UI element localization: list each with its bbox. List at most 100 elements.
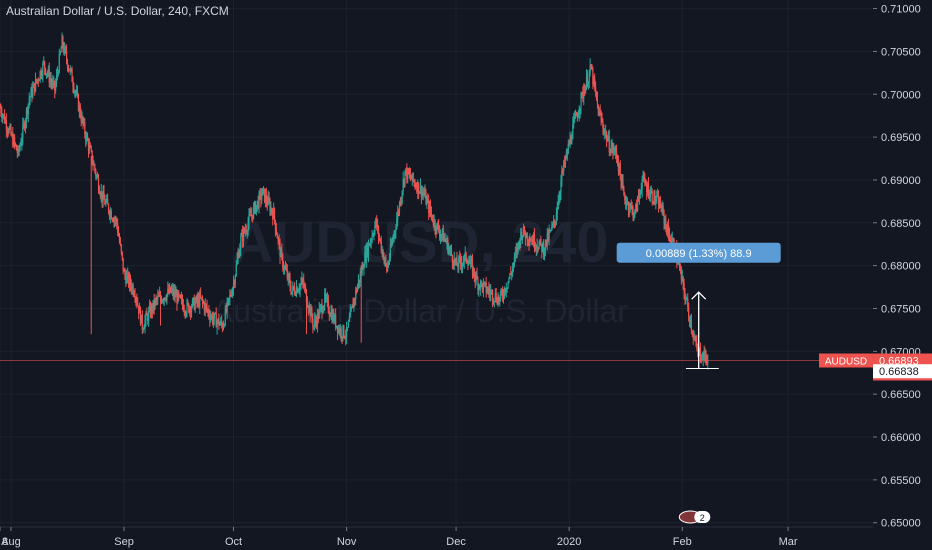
candle-body xyxy=(656,196,658,201)
candle-body xyxy=(273,208,275,220)
candle-body xyxy=(646,185,648,193)
candle-body xyxy=(470,259,473,262)
candle-body xyxy=(138,307,141,314)
candle-body xyxy=(139,307,142,324)
candle-body xyxy=(636,196,639,211)
candle-body xyxy=(24,123,26,129)
candle-body xyxy=(692,333,694,338)
candle-body xyxy=(589,64,591,73)
candle-body xyxy=(256,200,258,206)
candle-body xyxy=(13,137,15,146)
candle-body xyxy=(144,319,146,328)
candle-body xyxy=(684,292,686,301)
watermark-symbol: AUDUSD, 240 xyxy=(231,210,608,275)
candle-body xyxy=(424,191,426,196)
candle-body xyxy=(670,240,672,243)
candle-body xyxy=(546,233,548,245)
candle-body xyxy=(617,162,620,171)
candle-body xyxy=(113,219,115,222)
candle-body xyxy=(185,313,187,315)
price-axis[interactable]: 0.71000 0.70500 0.70000 0.69500 0.69000 0.685… xyxy=(819,0,932,550)
candle-body xyxy=(380,240,382,252)
candle-body xyxy=(14,143,17,146)
candle-body xyxy=(463,255,465,262)
candle-body xyxy=(529,240,531,244)
candle-body xyxy=(28,99,30,104)
candle-body xyxy=(460,257,462,263)
candle-body xyxy=(439,234,442,237)
candle-body xyxy=(317,312,319,319)
candle-body xyxy=(304,286,306,288)
candle-body xyxy=(466,261,468,263)
candle-body xyxy=(313,325,315,327)
price-tick-label: 0.71000 xyxy=(881,4,921,16)
events-count-badge[interactable] xyxy=(694,511,711,523)
candle-body xyxy=(644,178,646,184)
candle-body xyxy=(530,240,532,242)
candle-body xyxy=(159,294,161,297)
candle-body xyxy=(302,278,304,281)
candle-body xyxy=(460,262,463,267)
candle-body xyxy=(564,161,566,164)
candle-body xyxy=(12,134,14,146)
candle-body xyxy=(203,303,205,311)
candle-body xyxy=(554,221,557,223)
candle-body xyxy=(481,281,483,284)
candle-body xyxy=(23,123,25,125)
candle-body xyxy=(574,117,576,120)
candle-body xyxy=(175,293,177,298)
candle-body xyxy=(645,183,647,186)
candle-body xyxy=(228,298,230,300)
candle-body xyxy=(411,173,413,180)
candle-body xyxy=(206,305,208,310)
candle-body xyxy=(58,53,60,73)
measure-label-box[interactable] xyxy=(616,242,781,263)
candle-body xyxy=(516,248,518,252)
candle-body xyxy=(171,288,173,290)
candle-body xyxy=(106,198,108,202)
candle-body xyxy=(180,297,183,299)
candle-body xyxy=(178,292,180,296)
candle-body xyxy=(701,359,703,361)
candle-body xyxy=(462,261,464,264)
candle-body xyxy=(278,238,280,243)
candle-body xyxy=(704,350,706,361)
candle-body xyxy=(624,194,626,201)
candle-body xyxy=(454,258,456,263)
candle-body xyxy=(473,268,475,277)
candle-body xyxy=(345,336,347,338)
candle-body xyxy=(329,314,331,317)
candle-body xyxy=(219,323,221,326)
candle-body xyxy=(681,276,683,280)
candle-body xyxy=(618,163,620,171)
candle-body xyxy=(120,244,122,252)
candle-body xyxy=(603,127,605,134)
candle-body xyxy=(643,174,645,179)
candle-body xyxy=(578,112,580,114)
candle-body xyxy=(659,200,661,208)
candle-body xyxy=(418,191,421,194)
candle-body xyxy=(508,278,510,282)
candle-body xyxy=(339,328,341,334)
candle-body xyxy=(486,291,488,293)
candle-body xyxy=(602,121,604,128)
candle-body xyxy=(315,321,318,326)
candle-body xyxy=(294,288,296,294)
candle-body xyxy=(34,83,36,92)
candle-body xyxy=(503,288,506,297)
candle-body xyxy=(270,208,272,212)
candle-body xyxy=(459,257,461,259)
candle-body xyxy=(210,316,212,320)
candle-body xyxy=(535,246,537,249)
candle-body xyxy=(464,252,466,256)
candle-body xyxy=(340,328,342,337)
candle-body xyxy=(231,295,233,297)
candle-body xyxy=(65,46,67,52)
candle-body xyxy=(679,267,682,270)
candle-body xyxy=(174,291,176,298)
candle-body xyxy=(159,294,162,299)
candle-body xyxy=(235,264,237,276)
candle-body xyxy=(300,282,302,285)
